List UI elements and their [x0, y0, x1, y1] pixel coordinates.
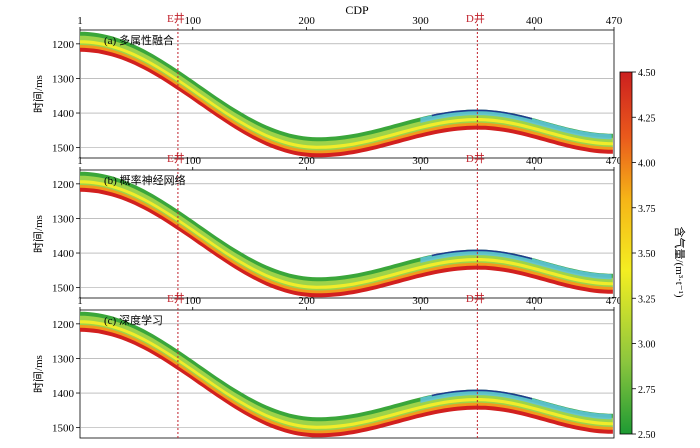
- x-tick-label: 200: [298, 155, 315, 167]
- volume-cyan-anomaly: [420, 390, 612, 420]
- colorbar-tick-label: 4.50: [638, 68, 656, 79]
- y-axis-label: 时间/ms: [32, 215, 45, 253]
- x-tick-label: 400: [526, 295, 543, 307]
- x-tick-label: 400: [526, 155, 543, 167]
- x-tick-label: 300: [412, 295, 429, 307]
- x-tick-label: 470: [606, 155, 623, 167]
- cdp-axis-title: CDP: [345, 3, 369, 17]
- colorbar-tick-label: 2.75: [638, 385, 656, 396]
- colorbar-tick-label: 2.50: [638, 430, 656, 441]
- y-tick-label: 1300: [52, 73, 75, 85]
- y-axis-label: 时间/ms: [32, 355, 45, 393]
- well-label: D井: [466, 151, 485, 165]
- volume-navy-anomaly: [431, 109, 532, 120]
- y-tick-label: 1400: [52, 108, 75, 120]
- x-tick-label: 100: [184, 295, 201, 307]
- well-label: E井: [167, 291, 185, 305]
- x-tick-label: 400: [526, 15, 543, 27]
- volume-cyan-anomaly: [420, 110, 612, 140]
- panel-a: 1200 1300 1400 1500 E井 D井 1 100 200 300 400 470 (a) …: [32, 11, 623, 159]
- x-tick-label: 200: [298, 15, 315, 27]
- colorbar: 4.50 4.25 4.00 3.75 3.50 3.25 3.00 2.75 2.50 含气量…: [619, 68, 687, 441]
- x-tick-label: 300: [412, 155, 429, 167]
- panel-c: 1200 1300 1400 1500 E井 D井 1 100 200 300 400 470 (c) …: [32, 291, 623, 439]
- y-tick-label: 1200: [52, 319, 75, 331]
- volume-navy-anomaly: [431, 249, 532, 260]
- y-tick-label: 1200: [52, 179, 75, 191]
- x-tick-label: 100: [184, 15, 201, 27]
- x-tick-label: 1: [77, 295, 83, 307]
- colorbar-tick-label: 4.00: [638, 159, 656, 170]
- y-tick-label: 1200: [52, 39, 75, 51]
- well-label: E井: [167, 11, 185, 25]
- well-label: E井: [167, 151, 185, 165]
- colorbar-tick-label: 3.25: [638, 294, 656, 305]
- colorbar-tick-label: 3.00: [638, 340, 656, 351]
- x-tick-label: 470: [606, 15, 623, 27]
- colorbar-gradient: [619, 71, 633, 435]
- colorbar-tick-label: 3.50: [638, 249, 656, 260]
- x-tick-label: 1: [77, 155, 83, 167]
- colorbar-label: 含气量/(m³·t⁻¹): [673, 226, 687, 297]
- colorbar-tick-label: 3.75: [638, 204, 656, 215]
- y-tick-label: 1400: [52, 388, 75, 400]
- panel-title: (b) 概率神经网络: [104, 173, 186, 187]
- colorbar-ticks: 4.50 4.25 4.00 3.75 3.50 3.25 3.00 2.75 2.50: [632, 68, 656, 441]
- volume-cyan-anomaly: [420, 250, 612, 280]
- well-label: D井: [466, 11, 485, 25]
- panel-title: (c) 深度学习: [104, 313, 163, 327]
- x-tick-label: 300: [412, 15, 429, 27]
- well-label: D井: [466, 291, 485, 305]
- panel-b: 1200 1300 1400 1500 E井 D井 1 100 200 300 400 470 (b) …: [32, 151, 623, 299]
- y-tick-label: 1300: [52, 353, 75, 365]
- colorbar-tick-label: 4.25: [638, 113, 656, 124]
- y-tick-label: 1500: [52, 423, 75, 435]
- y-axis-label: 时间/ms: [32, 75, 45, 113]
- y-tick-label: 1300: [52, 213, 75, 225]
- x-tick-label: 470: [606, 295, 623, 307]
- y-tick-label: 1500: [52, 143, 75, 155]
- y-tick-label: 1400: [52, 248, 75, 260]
- volume-navy-anomaly: [431, 389, 532, 400]
- x-tick-label: 100: [184, 155, 201, 167]
- panel-title: (a) 多属性融合: [104, 33, 174, 47]
- x-tick-label: 1: [77, 15, 83, 27]
- y-tick-label: 1500: [52, 283, 75, 295]
- x-tick-label: 200: [298, 295, 315, 307]
